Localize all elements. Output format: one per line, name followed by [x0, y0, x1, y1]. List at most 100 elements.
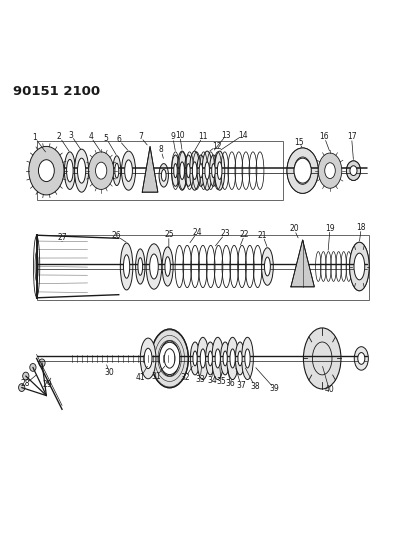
Ellipse shape [197, 337, 209, 379]
Ellipse shape [180, 162, 184, 180]
Ellipse shape [358, 352, 365, 365]
Ellipse shape [171, 155, 179, 187]
Ellipse shape [187, 164, 190, 177]
Text: 10: 10 [175, 131, 185, 140]
Text: 18: 18 [357, 223, 366, 232]
Ellipse shape [78, 158, 85, 183]
Ellipse shape [245, 349, 250, 368]
Text: 25: 25 [164, 230, 174, 239]
Ellipse shape [164, 349, 175, 368]
Text: 21: 21 [258, 231, 268, 240]
Text: 14: 14 [238, 131, 248, 140]
Ellipse shape [354, 346, 368, 370]
Ellipse shape [165, 257, 170, 276]
Ellipse shape [199, 164, 203, 177]
Ellipse shape [205, 162, 210, 180]
Ellipse shape [113, 156, 121, 185]
Text: 32: 32 [180, 374, 190, 383]
Ellipse shape [67, 159, 73, 182]
Text: 22: 22 [240, 230, 249, 239]
Ellipse shape [318, 153, 342, 188]
Ellipse shape [89, 152, 114, 189]
Ellipse shape [39, 359, 45, 367]
Ellipse shape [350, 166, 357, 175]
Text: 29: 29 [43, 380, 52, 389]
Ellipse shape [215, 349, 220, 368]
Ellipse shape [208, 351, 212, 366]
Text: 5: 5 [104, 134, 109, 143]
Ellipse shape [159, 342, 180, 375]
Text: 37: 37 [236, 381, 246, 390]
Ellipse shape [150, 254, 158, 279]
Ellipse shape [262, 248, 273, 285]
Ellipse shape [120, 243, 133, 290]
Polygon shape [142, 147, 158, 192]
Text: 31: 31 [151, 373, 161, 381]
Ellipse shape [294, 158, 311, 183]
Text: 13: 13 [221, 131, 231, 140]
Text: 12: 12 [212, 141, 221, 150]
Ellipse shape [287, 148, 318, 193]
Ellipse shape [202, 151, 212, 190]
Text: 6: 6 [116, 135, 121, 144]
Text: 20: 20 [289, 224, 299, 233]
Text: 28: 28 [21, 379, 30, 389]
Ellipse shape [200, 349, 206, 368]
Ellipse shape [23, 372, 29, 380]
Text: 26: 26 [112, 231, 122, 240]
Text: 27: 27 [57, 233, 67, 241]
Text: 33: 33 [195, 375, 205, 384]
Ellipse shape [95, 162, 107, 179]
Ellipse shape [115, 163, 119, 178]
Text: 11: 11 [198, 132, 208, 141]
Ellipse shape [346, 161, 361, 181]
Ellipse shape [151, 329, 188, 388]
Ellipse shape [162, 247, 173, 286]
Ellipse shape [235, 342, 245, 375]
Text: 41: 41 [136, 374, 145, 383]
Text: 34: 34 [207, 376, 217, 385]
Ellipse shape [221, 342, 230, 375]
Ellipse shape [190, 151, 200, 190]
Text: 15: 15 [294, 138, 303, 147]
Text: 2: 2 [57, 132, 62, 141]
Ellipse shape [349, 242, 369, 291]
Text: 39: 39 [269, 384, 279, 393]
Ellipse shape [136, 249, 145, 284]
Ellipse shape [223, 351, 227, 366]
Ellipse shape [349, 242, 369, 291]
Ellipse shape [212, 337, 224, 379]
Ellipse shape [184, 155, 192, 187]
Ellipse shape [242, 337, 253, 379]
Ellipse shape [287, 148, 318, 193]
Ellipse shape [346, 161, 361, 181]
Ellipse shape [190, 342, 200, 375]
Text: 30: 30 [104, 368, 114, 377]
Ellipse shape [151, 329, 188, 388]
Ellipse shape [144, 348, 152, 369]
Ellipse shape [303, 328, 341, 389]
Ellipse shape [210, 155, 217, 187]
Ellipse shape [206, 342, 215, 375]
Text: 7: 7 [138, 132, 143, 141]
Ellipse shape [64, 152, 75, 189]
Text: 1: 1 [32, 133, 37, 142]
Text: 19: 19 [325, 224, 335, 233]
Text: 90151 2100: 90151 2100 [13, 85, 100, 98]
Text: 16: 16 [319, 132, 329, 141]
Ellipse shape [160, 341, 179, 376]
Ellipse shape [215, 151, 225, 190]
Ellipse shape [264, 257, 270, 276]
Ellipse shape [354, 253, 365, 280]
Text: 23: 23 [220, 229, 230, 238]
Ellipse shape [162, 169, 166, 181]
Ellipse shape [174, 164, 177, 177]
Polygon shape [291, 240, 314, 287]
Ellipse shape [159, 164, 169, 187]
Ellipse shape [212, 164, 215, 177]
Ellipse shape [123, 255, 130, 278]
Text: 24: 24 [192, 228, 202, 237]
Ellipse shape [177, 151, 187, 190]
Text: 35: 35 [216, 377, 226, 386]
Text: 9: 9 [170, 132, 175, 141]
